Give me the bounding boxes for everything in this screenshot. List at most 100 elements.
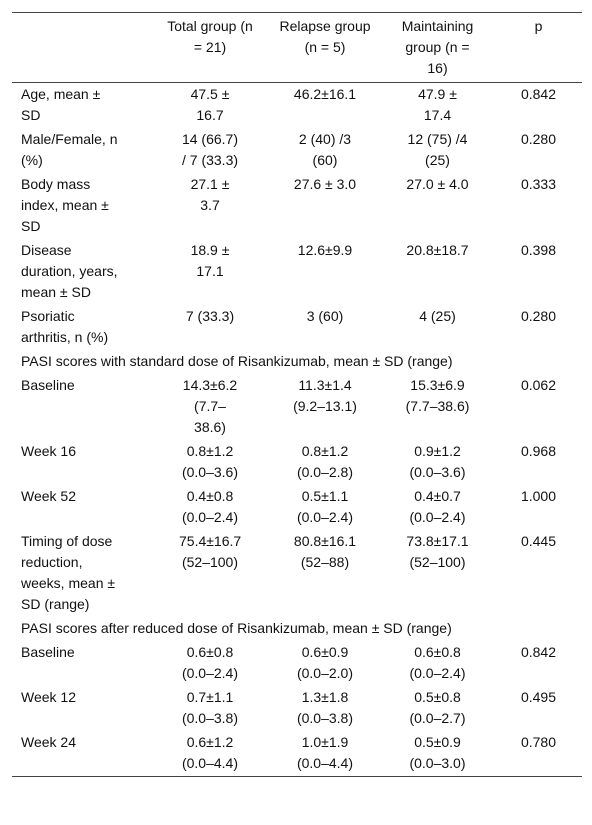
header-cell: Relapse group (n = 5): [270, 12, 380, 83]
cell-value: 80.8±16.1 (52–88): [293, 533, 357, 570]
cell-value: 4 (25): [419, 308, 456, 324]
cell-value: 20.8±18.7: [406, 242, 469, 258]
header-text: Maintaining group (n = 16): [401, 18, 474, 76]
data-row: Timing of dose reduction, weeks, mean ± …: [12, 530, 582, 617]
row-label-cell: Disease duration, years, mean ± SD: [12, 239, 150, 305]
section-cell: PASI scores after reduced dose of Risank…: [12, 617, 582, 641]
value-cell: 14.3±6.2 (7.7–38.6): [150, 374, 270, 440]
data-row: Body mass index, mean ± SD 27.1 ± 3.7 27.6…: [12, 173, 582, 239]
table-body: Age, mean ± SD 47.5 ± 16.7 46.2±16.1 47.9 ±…: [12, 83, 582, 777]
cell-value: 27.1 ± 3.7: [190, 176, 230, 213]
cell-value: 1.000: [520, 488, 557, 504]
cell-value: 14 (66.7) / 7 (33.3): [181, 131, 239, 168]
row-label-cell: Timing of dose reduction, weeks, mean ± …: [12, 530, 150, 617]
value-cell: 3 (60): [270, 305, 380, 350]
cell-value: 0.4±0.8 (0.0–2.4): [181, 488, 239, 525]
cell-value: 1.3±1.8 (0.0–3.8): [296, 689, 354, 726]
section-row: PASI scores after reduced dose of Risank…: [12, 617, 582, 641]
value-cell: 2 (40) /3 (60): [270, 128, 380, 173]
header-text: Total group (n = 21): [167, 18, 253, 55]
cell-value: 27.0 ± 4.0: [406, 176, 469, 192]
header-text: p: [534, 18, 543, 34]
data-row: Week 52 0.4±0.8 (0.0–2.4) 0.5±1.1 (0.0–2.4…: [12, 485, 582, 530]
cell-value: 2 (40) /3 (60): [298, 131, 352, 168]
value-cell: 0.5±0.9 (0.0–3.0): [380, 731, 495, 777]
header-cell: Total group (n = 21): [150, 12, 270, 83]
header-cell: [12, 12, 150, 83]
value-cell: 0.333: [495, 173, 582, 239]
value-cell: 0.9±1.2 (0.0–3.6): [380, 440, 495, 485]
value-cell: 0.445: [495, 530, 582, 617]
value-cell: 0.5±1.1 (0.0–2.4): [270, 485, 380, 530]
value-cell: 0.5±0.8 (0.0–2.7): [380, 686, 495, 731]
cell-value: 0.8±1.2 (0.0–2.8): [296, 443, 354, 480]
cell-value: 0.5±0.9 (0.0–3.0): [409, 734, 466, 771]
row-label-cell: Week 52: [12, 485, 150, 530]
value-cell: 0.398: [495, 239, 582, 305]
value-cell: 0.842: [495, 83, 582, 129]
cell-value: 46.2±16.1: [293, 86, 357, 102]
value-cell: 0.495: [495, 686, 582, 731]
cell-value: 47.9 ± 17.4: [418, 86, 457, 123]
value-cell: 0.8±1.2 (0.0–3.6): [150, 440, 270, 485]
row-label-cell: Age, mean ± SD: [12, 83, 150, 129]
value-cell: 0.6±1.2 (0.0–4.4): [150, 731, 270, 777]
cell-value: 0.398: [520, 242, 557, 258]
row-label: Body mass index, mean ± SD: [21, 176, 109, 234]
value-cell: 0.842: [495, 641, 582, 686]
section-text: PASI scores with standard dose of Risank…: [21, 353, 453, 369]
data-row: Age, mean ± SD 47.5 ± 16.7 46.2±16.1 47.9 ±…: [12, 83, 582, 129]
cell-value: 0.8±1.2 (0.0–3.6): [181, 443, 239, 480]
value-cell: 1.0±1.9 (0.0–4.4): [270, 731, 380, 777]
cell-value: 3 (60): [306, 308, 344, 324]
cell-value: 11.3±1.4 (9.2–13.1): [293, 377, 357, 414]
value-cell: 0.280: [495, 128, 582, 173]
data-row: Psoriatic arthritis, n (%) 7 (33.3) 3 (60)…: [12, 305, 582, 350]
cell-value: 0.4±0.7 (0.0–2.4): [409, 488, 466, 525]
row-label-cell: Week 12: [12, 686, 150, 731]
section-cell: PASI scores with standard dose of Risank…: [12, 350, 582, 374]
value-cell: 0.4±0.7 (0.0–2.4): [380, 485, 495, 530]
value-cell: 1.000: [495, 485, 582, 530]
value-cell: 12 (75) /4 (25): [380, 128, 495, 173]
cell-value: 0.280: [520, 308, 557, 324]
value-cell: 15.3±6.9 (7.7–38.6): [380, 374, 495, 440]
cell-value: 0.842: [520, 644, 557, 660]
data-table: Total group (n = 21) Relapse group (n = 5…: [12, 12, 582, 777]
cell-value: 0.968: [520, 443, 557, 459]
row-label: Week 16: [21, 443, 76, 459]
row-label: Timing of dose reduction, weeks, mean ± …: [21, 533, 116, 612]
row-label: Week 24: [21, 734, 76, 750]
value-cell: 0.968: [495, 440, 582, 485]
row-label: Disease duration, years, mean ± SD: [21, 242, 118, 300]
cell-value: 0.445: [520, 533, 557, 549]
value-cell: 0.6±0.8 (0.0–2.4): [150, 641, 270, 686]
row-label: Age, mean ± SD: [21, 86, 101, 123]
row-label-cell: Week 16: [12, 440, 150, 485]
cell-value: 27.6 ± 3.0: [293, 176, 357, 192]
header-cell: p: [495, 12, 582, 83]
value-cell: 27.1 ± 3.7: [150, 173, 270, 239]
value-cell: 47.9 ± 17.4: [380, 83, 495, 129]
value-cell: 0.6±0.8 (0.0–2.4): [380, 641, 495, 686]
cell-value: 0.842: [520, 86, 557, 102]
cell-value: 12.6±9.9: [297, 242, 353, 258]
value-cell: 0.4±0.8 (0.0–2.4): [150, 485, 270, 530]
header-text: Relapse group (n = 5): [279, 18, 371, 55]
table-header: Total group (n = 21) Relapse group (n = 5…: [12, 12, 582, 83]
cell-value: 14.3±6.2 (7.7–38.6): [182, 377, 238, 435]
row-label: Baseline: [21, 644, 75, 660]
value-cell: 0.280: [495, 305, 582, 350]
value-cell: 46.2±16.1: [270, 83, 380, 129]
value-cell: 0.062: [495, 374, 582, 440]
value-cell: 75.4±16.7 (52–100): [150, 530, 270, 617]
cell-value: 0.780: [520, 734, 557, 750]
value-cell: 80.8±16.1 (52–88): [270, 530, 380, 617]
value-cell: 0.7±1.1 (0.0–3.8): [150, 686, 270, 731]
value-cell: 18.9 ± 17.1: [150, 239, 270, 305]
cell-value: 7 (33.3): [185, 308, 235, 324]
row-label-cell: Psoriatic arthritis, n (%): [12, 305, 150, 350]
row-label-cell: Body mass index, mean ± SD: [12, 173, 150, 239]
cell-value: 0.6±0.8 (0.0–2.4): [409, 644, 466, 681]
